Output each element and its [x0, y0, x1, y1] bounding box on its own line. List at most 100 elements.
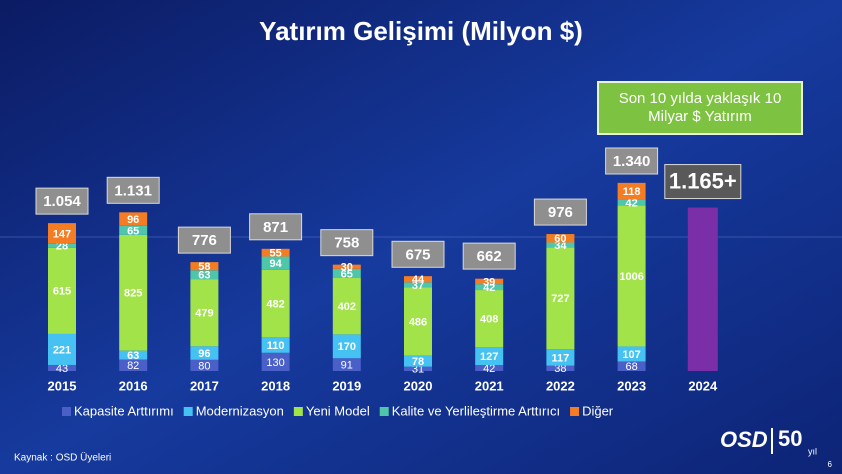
legend-swatch: [62, 407, 71, 416]
segment-label: 82: [127, 360, 139, 372]
bar-segment: [48, 364, 76, 371]
segment-label: 170: [338, 341, 356, 353]
segment-label: 37: [412, 280, 424, 292]
segment-label: 825: [124, 288, 142, 300]
segment-label: 31: [412, 364, 424, 376]
bar-segment: [404, 287, 432, 356]
segment-label: 43: [56, 363, 68, 375]
segment-label: 1006: [619, 271, 643, 283]
bar-segment: [190, 359, 219, 371]
segment-label: 65: [127, 225, 139, 237]
segment-label: 408: [480, 314, 498, 326]
bar-segment: [475, 284, 504, 291]
segment-label: 117: [552, 352, 570, 364]
total-label: 1.165+: [669, 168, 737, 193]
bar-segment: [261, 256, 290, 270]
segment-label: 91: [341, 360, 353, 372]
total-label: 675: [405, 246, 430, 263]
bar-segment: [332, 334, 361, 359]
bar-segment: [404, 355, 432, 367]
segment-label: 58: [198, 261, 210, 273]
segment-label: 94: [269, 258, 282, 270]
segment-label: 479: [195, 308, 213, 320]
total-label: 1.340: [613, 153, 651, 170]
legend-label: Kapasite Arttırımı: [74, 403, 174, 418]
bar-segment: [404, 282, 432, 288]
bar-segment: [119, 350, 148, 360]
bar-segment: [617, 182, 646, 200]
bar-segment: [332, 264, 361, 269]
x-tick-label: 2018: [261, 378, 290, 393]
bar-segment: [404, 276, 432, 283]
legend-label: Diğer: [582, 403, 614, 418]
total-box: [533, 198, 587, 226]
bar-segment: [119, 234, 148, 351]
bar-segment: [190, 262, 219, 271]
segment-label: 486: [409, 317, 427, 329]
bar-segment: [475, 365, 504, 371]
total-label: 976: [548, 204, 573, 221]
bar-segment: [48, 333, 76, 365]
segment-label: 727: [551, 293, 569, 305]
bar-segment: [546, 234, 575, 243]
legend-label: Modernizasyon: [196, 403, 284, 418]
bar-segment: [119, 225, 148, 235]
total-label: 1.054: [43, 193, 81, 210]
segment-label: 130: [266, 357, 284, 369]
total-box: [664, 164, 742, 200]
bar-segment: [332, 268, 361, 278]
x-tick-label: 2020: [404, 378, 433, 393]
segment-label: 34: [554, 240, 567, 252]
segment-label: 44: [412, 274, 425, 286]
segment-label: 39: [483, 276, 495, 288]
total-label: 758: [334, 235, 359, 252]
x-tick-label: 2023: [617, 378, 646, 393]
segment-label: 42: [483, 363, 495, 375]
bar-segment: [546, 365, 575, 371]
x-tick-label: 2017: [190, 378, 219, 393]
segment-label: 221: [53, 344, 71, 356]
bar-segment: [617, 346, 646, 362]
x-tick-label: 2024: [688, 378, 718, 393]
total-box: [35, 187, 89, 215]
bar-segment: [190, 270, 219, 280]
legend-swatch: [183, 407, 193, 416]
segment-label: 80: [198, 360, 210, 372]
segment-label: 96: [127, 214, 139, 226]
segment-label: 60: [554, 233, 566, 245]
segment-label: 63: [198, 270, 210, 282]
callout: Son 10 yılda yaklaşık 10 Milyar $ Yatırı…: [597, 81, 803, 135]
segment-label: 110: [267, 340, 285, 352]
segment-label: 147: [53, 228, 71, 240]
segment-label: 402: [338, 301, 356, 313]
total-label: 871: [263, 219, 288, 236]
bar-segment: [546, 349, 575, 366]
bar-segment: [261, 248, 290, 257]
x-tick-label: 2016: [119, 378, 148, 393]
page-number: 6: [828, 460, 833, 469]
total-box: [177, 226, 231, 254]
legend-swatch: [570, 407, 580, 416]
bar-segment: [261, 337, 290, 353]
bar-segment: [475, 290, 504, 348]
segment-label: 55: [269, 248, 281, 260]
bar-segment: [546, 242, 575, 248]
total-box: [106, 176, 160, 204]
segment-label: 42: [483, 282, 495, 294]
x-tick-label: 2015: [48, 378, 77, 393]
total-box: [249, 213, 303, 241]
bar-segment: [48, 247, 76, 334]
callout-wrap: Son 10 yılda yaklaşık 10 Milyar $ Yatırı…: [619, 90, 782, 125]
legend-swatch: [379, 407, 389, 416]
bar-segment: [475, 347, 504, 366]
source: Kaynak : OSD Üyeleri: [14, 452, 111, 464]
legend-label: Kalite ve Yerlileştirme Arttırıcı: [392, 403, 560, 418]
legend-swatch: [293, 407, 303, 416]
bar-segment: [261, 352, 290, 371]
logo-text: OSD: [720, 427, 768, 452]
x-tick-label: 2022: [546, 378, 575, 393]
chart-title: Yatırım Gelişimi (Milyon $): [259, 16, 583, 46]
bar-segment: [48, 223, 76, 244]
bar-segment: [48, 243, 76, 248]
bar-segment: [332, 277, 361, 335]
